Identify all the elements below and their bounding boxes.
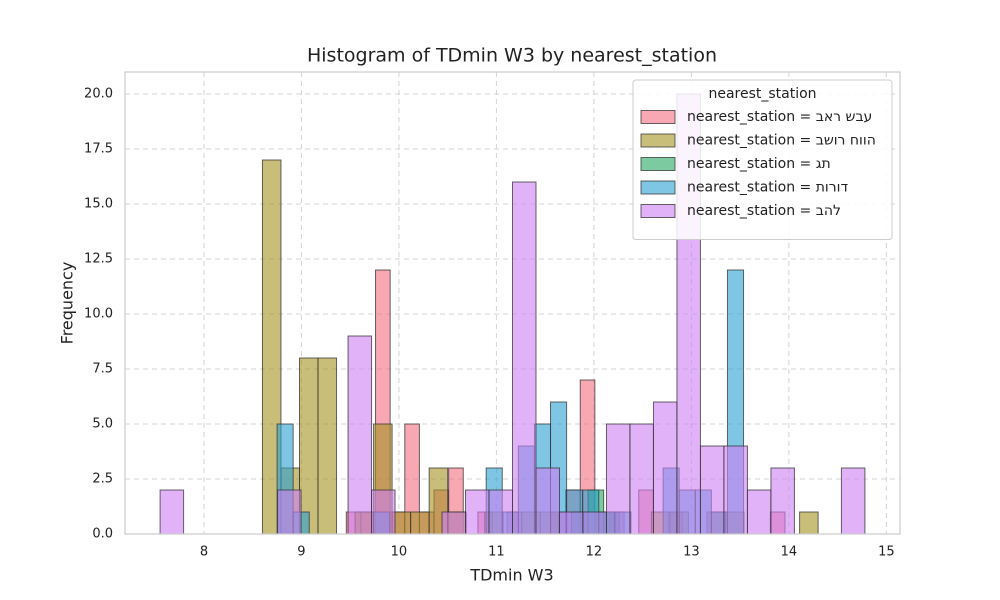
x-tick-label: 15 <box>878 545 895 560</box>
legend-box <box>632 79 893 240</box>
y-tick-label: 7.5 <box>92 362 113 377</box>
legend-label: nearest_station = להב <box>687 203 841 219</box>
bar <box>371 489 396 535</box>
bar <box>723 445 748 535</box>
y-axis-label: Frequency <box>58 262 77 345</box>
y-tick-label: 17.5 <box>84 142 113 157</box>
bar <box>512 181 537 535</box>
plot-frame <box>124 71 901 535</box>
legend-label: nearest_station = דורות <box>687 180 848 196</box>
x-tick-label: 14 <box>781 545 798 560</box>
y-tick-label: 20.0 <box>84 87 113 102</box>
bar <box>441 511 467 535</box>
bar <box>298 357 319 535</box>
bar <box>465 489 490 535</box>
x-tick-label: 9 <box>297 545 305 560</box>
bar <box>770 467 795 535</box>
legend-label: nearest_station = עבש ראב <box>687 109 872 125</box>
bar <box>840 467 866 535</box>
x-tick-label: 12 <box>586 545 603 560</box>
y-tick-label: 15.0 <box>84 197 113 212</box>
y-tick-label: 10.0 <box>84 307 113 322</box>
y-tick-label: 12.5 <box>84 252 113 267</box>
bar <box>535 467 560 535</box>
bar <box>410 511 430 535</box>
bar <box>347 335 373 535</box>
bar <box>652 401 678 535</box>
legend-label: nearest_station = תג <box>687 156 831 172</box>
bar <box>699 445 725 535</box>
legend-swatch <box>640 157 676 171</box>
legend-swatch <box>640 204 676 218</box>
x-tick-label: 11 <box>488 545 505 560</box>
legend: nearest_station nearest_station = עבש ראב… <box>632 79 893 240</box>
y-tick-label: 5.0 <box>92 417 113 432</box>
legend-title: nearest_station <box>708 86 816 102</box>
bar <box>317 357 338 535</box>
legend-swatch <box>640 110 676 124</box>
bar <box>605 423 631 535</box>
x-axis-label: TDmin W3 <box>469 566 553 585</box>
bar <box>629 423 654 535</box>
y-tick-label: 2.5 <box>92 472 113 487</box>
bar <box>159 489 185 535</box>
bar <box>277 489 302 535</box>
bar <box>582 511 607 535</box>
x-tick-label: 13 <box>683 545 700 560</box>
y-tick-label: 0.0 <box>92 527 113 542</box>
x-tick-label: 8 <box>200 545 208 560</box>
legend-label: nearest_station = הווח רושב <box>687 133 876 149</box>
bar <box>558 511 584 535</box>
x-tick-label: 10 <box>391 545 408 560</box>
bar <box>746 489 772 535</box>
legend-swatch <box>640 180 676 195</box>
legend-swatch <box>640 133 676 148</box>
bar <box>488 489 513 535</box>
bar <box>799 511 819 535</box>
chart-title: Histogram of TDmin W3 by nearest_station <box>307 45 717 67</box>
